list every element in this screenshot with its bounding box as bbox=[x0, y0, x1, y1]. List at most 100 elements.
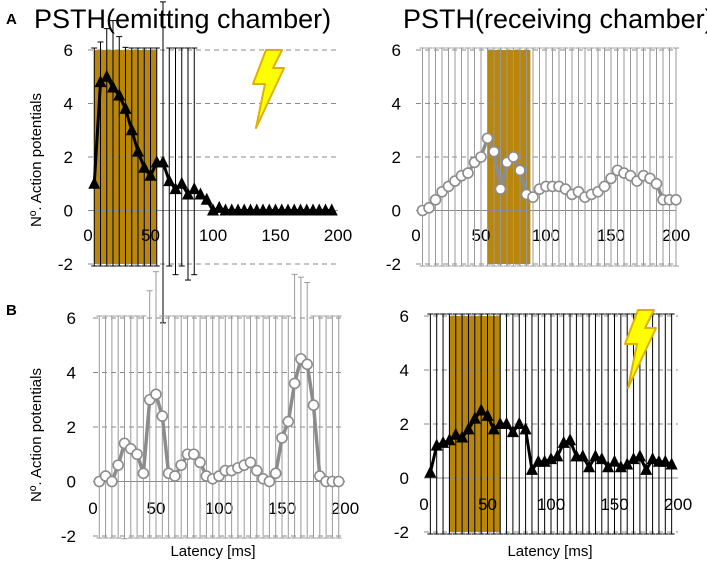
data-point-circle bbox=[307, 399, 320, 412]
data-point-triangle bbox=[462, 422, 475, 435]
data-point-triangle bbox=[107, 80, 119, 93]
data-point-circle bbox=[106, 475, 118, 488]
data-point-triangle bbox=[475, 403, 488, 416]
y-tick-label: 2 bbox=[67, 418, 76, 437]
data-point-triangle bbox=[519, 422, 532, 435]
data-point-triangle bbox=[481, 408, 494, 421]
data-point-triangle bbox=[506, 425, 519, 438]
data-point-circle bbox=[527, 191, 539, 203]
data-point-triangle bbox=[564, 433, 577, 446]
y-tick-label: 4 bbox=[64, 95, 73, 114]
data-point-circle bbox=[250, 464, 263, 477]
data-point-circle bbox=[488, 145, 500, 158]
x-axis-label-right: Latency [ms] bbox=[507, 543, 592, 560]
data-point-triangle bbox=[551, 449, 564, 462]
data-point-circle bbox=[276, 432, 288, 444]
data-point-triangle bbox=[659, 454, 672, 467]
data-point-circle bbox=[332, 475, 345, 488]
y-tick-label: -2 bbox=[394, 523, 409, 542]
title-receiving-chamber: PSTH(receiving chamber) bbox=[403, 4, 707, 34]
data-point-circle bbox=[112, 459, 124, 471]
data-point-circle bbox=[194, 456, 206, 469]
data-point-triangle bbox=[194, 187, 207, 200]
data-point-triangle bbox=[456, 430, 469, 443]
x-axis-label-left: Latency [ms] bbox=[170, 543, 255, 560]
lightning-bolt-shape bbox=[624, 309, 657, 389]
data-point-triangle bbox=[157, 155, 169, 168]
data-point-circle bbox=[481, 132, 494, 145]
data-point-triangle bbox=[182, 187, 194, 200]
data-point-triangle bbox=[188, 182, 201, 195]
x-tick-label: 200 bbox=[664, 495, 692, 514]
x-tick-label: 0 bbox=[411, 226, 420, 245]
data-point-triangle bbox=[633, 449, 646, 462]
y-axis-label-b: Nº. Action potentials bbox=[28, 368, 45, 502]
y-tick-label: 6 bbox=[64, 41, 73, 60]
data-point-triangle bbox=[88, 176, 101, 189]
data-point-circle bbox=[605, 172, 617, 185]
y-tick-label: 0 bbox=[392, 202, 401, 221]
y-tick-label: 0 bbox=[400, 469, 409, 488]
data-point-triangle bbox=[175, 176, 188, 189]
data-point-circle bbox=[282, 415, 295, 428]
y-tick-label: -2 bbox=[61, 527, 76, 546]
data-point-circle bbox=[423, 202, 435, 214]
data-point-circle bbox=[175, 459, 187, 471]
data-point-circle bbox=[169, 470, 181, 482]
data-point-triangle bbox=[200, 192, 213, 205]
data-point-circle bbox=[598, 180, 611, 193]
data-point-triangle bbox=[487, 422, 500, 435]
data-point-triangle bbox=[94, 75, 107, 88]
x-tick-label: 0 bbox=[88, 499, 97, 518]
data-point-triangle bbox=[213, 200, 226, 213]
data-point-triangle bbox=[640, 462, 653, 475]
data-point-circle bbox=[131, 448, 143, 461]
data-point-circle bbox=[462, 167, 474, 179]
x-tick-label: 100 bbox=[199, 226, 227, 245]
data-point-triangle bbox=[100, 69, 113, 82]
y-tick-label: -2 bbox=[386, 255, 401, 274]
panel-letter-b: B bbox=[6, 302, 17, 319]
data-point-circle bbox=[507, 151, 520, 163]
data-point-triangle bbox=[595, 452, 608, 465]
data-point-circle bbox=[475, 151, 487, 163]
x-tick-label: 200 bbox=[331, 499, 359, 518]
data-point-triangle bbox=[513, 417, 526, 429]
data-point-circle bbox=[244, 456, 257, 469]
data-point-triangle bbox=[589, 449, 602, 462]
y-tick-label: 4 bbox=[392, 95, 401, 114]
data-point-circle bbox=[137, 467, 150, 480]
y-tick-label: 0 bbox=[64, 202, 73, 221]
y-tick-label: 2 bbox=[392, 148, 401, 167]
x-tick-label: 0 bbox=[419, 495, 428, 514]
data-point-triangle bbox=[132, 144, 144, 157]
data-point-triangle bbox=[138, 160, 151, 173]
y-tick-label: 0 bbox=[67, 473, 76, 492]
x-tick-label: 0 bbox=[83, 226, 92, 245]
data-point-circle bbox=[494, 183, 507, 195]
title-emitting-chamber: PSTH(emitting chamber) bbox=[34, 4, 331, 34]
y-tick-label: -2 bbox=[58, 255, 73, 274]
data-point-triangle bbox=[621, 457, 634, 470]
data-point-circle bbox=[150, 388, 162, 401]
data-point-triangle bbox=[608, 454, 621, 467]
data-point-triangle bbox=[646, 452, 659, 465]
data-point-circle bbox=[429, 194, 442, 206]
data-point-triangle bbox=[325, 203, 338, 216]
y-tick-label: 2 bbox=[400, 415, 409, 434]
data-point-triangle bbox=[125, 123, 138, 136]
data-point-triangle bbox=[113, 88, 126, 101]
data-point-circle bbox=[156, 410, 169, 422]
x-tick-label: 200 bbox=[324, 226, 352, 245]
data-point-circle bbox=[301, 358, 314, 371]
data-point-circle bbox=[188, 448, 200, 461]
data-point-triangle bbox=[583, 460, 596, 473]
y-tick-label: 4 bbox=[67, 364, 76, 383]
data-point-triangle bbox=[119, 101, 132, 114]
y-tick-label: 6 bbox=[400, 307, 409, 326]
